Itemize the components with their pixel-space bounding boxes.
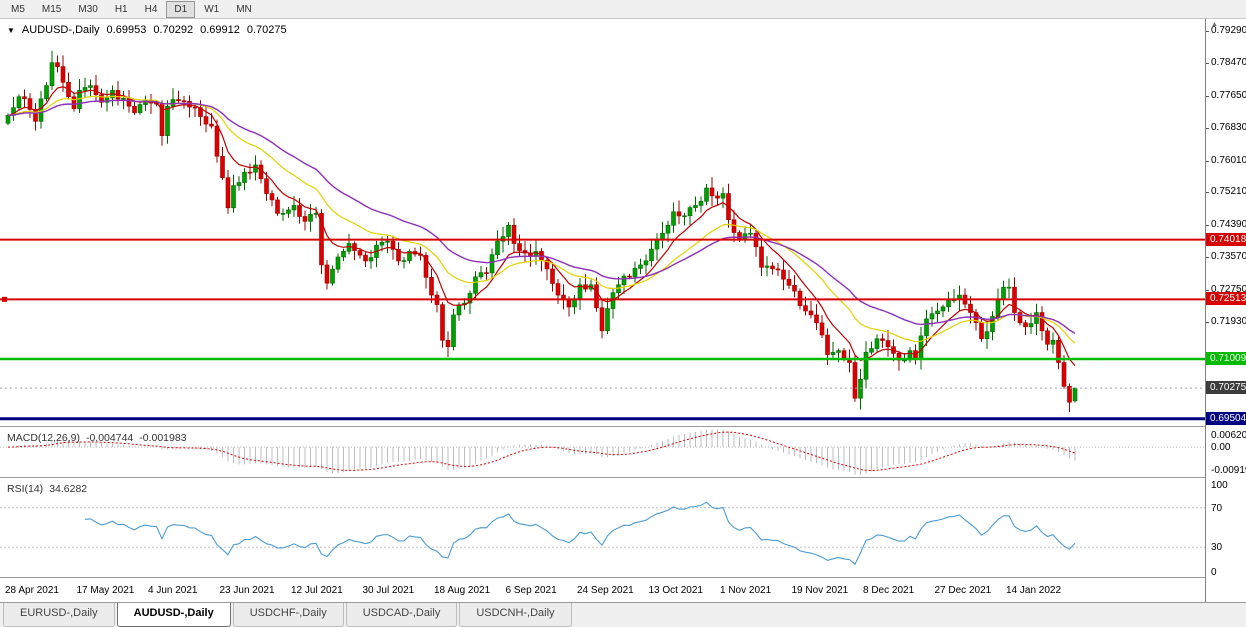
chart-symbol-label: AUDUSD-,Daily [21,24,100,36]
macd-panel-canvas[interactable] [0,427,1205,477]
scale-scroll-up-icon[interactable]: ▲ [1211,21,1218,28]
price-scale-label: 0.77650 [1211,89,1246,101]
time-label: 17 May 2021 [76,585,135,596]
time-label: 28 Apr 2021 [5,585,59,596]
rsi-line [84,501,1076,566]
ohlc-low: 0.69912 [200,24,240,36]
price-scale-tick [1206,128,1209,130]
time-label: 23 Jun 2021 [219,585,275,596]
time-label: 6 Sep 2021 [505,585,557,596]
timeframe-button-m30[interactable]: M30 [70,1,105,18]
timeframe-button-h1[interactable]: H1 [107,1,136,18]
tab-usdchf-daily[interactable]: USDCHF-,Daily [232,603,344,627]
panel-separator[interactable] [0,426,1246,427]
tab-audusd-daily[interactable]: AUDUSD-,Daily [116,603,231,627]
macd-scale-min: -0.0091975 [1211,465,1246,476]
price-scale-label: 0.74390 [1211,218,1246,230]
time-axis[interactable]: 28 Apr 2021 17 May 2021 4 Jun 2021 23 Jun 2… [0,578,1205,602]
price-scale-tick [1206,322,1209,324]
price-scale-tick [1206,257,1209,259]
symbol-tabbar: EURUSD-,Daily AUDUSD-,Daily USDCHF-,Daily U… [0,602,1246,627]
timeframe-button-w1[interactable]: W1 [196,1,227,18]
chart-header: ▼ AUDUSD-,Daily 0.69953 0.70292 0.69912 … [7,24,287,36]
rsi-panel-canvas[interactable] [0,478,1205,577]
price-badge-0.74018: 0.74018 [1206,232,1246,246]
rsi-scale-100: 100 [1211,480,1228,491]
rsi-scale-0: 0 [1211,567,1217,578]
tab-eurusd-daily[interactable]: EURUSD-,Daily [3,603,115,627]
chevron-down-icon[interactable]: ▼ [7,25,15,35]
macd-name: MACD(12,26,9) [7,432,80,444]
price-scale-tick [1206,95,1209,97]
time-label: 8 Dec 2021 [863,585,915,596]
time-label: 18 Aug 2021 [434,585,491,596]
price-badge-0.71009: 0.71009 [1206,351,1246,365]
time-label: 14 Jan 2022 [1006,585,1062,596]
rsi-label: RSI(14) 34.6282 [7,483,87,495]
ohlc-high: 0.70292 [153,24,194,36]
price-badge-0.69504: 0.69504 [1206,411,1246,425]
macd-main-value: -0.004744 [85,432,134,444]
ohlc-close: 0.70275 [246,24,287,36]
time-label: 27 Dec 2021 [934,585,992,596]
price-scale-tick [1206,289,1209,291]
price-badge-0.72513: 0.72513 [1206,292,1246,306]
ma-line-8 [7,86,1076,366]
price-scale-label: 0.75210 [1211,186,1246,198]
macd-signal-line [7,431,1076,472]
price-scale-tick [1206,224,1209,226]
current-price-badge: 0.70275 [1206,381,1246,395]
time-label: 4 Jun 2021 [148,585,198,596]
timeframe-button-m15[interactable]: M15 [34,1,69,18]
macd-scale-max: 0.0062011 [1211,430,1246,441]
price-scale-label: 0.72750 [1211,283,1246,295]
price-scale-label: 0.76010 [1211,154,1246,166]
price-scale-label: 0.76830 [1211,122,1246,134]
timeframe-button-d1[interactable]: D1 [166,0,196,18]
macd-label: MACD(12,26,9) -0.004744 -0.001983 [7,432,187,444]
price-scale-tick [1206,30,1209,32]
price-scale-label: 0.73570 [1211,251,1246,263]
price-scale-label: 0.78470 [1211,57,1246,69]
rsi-name: RSI(14) [7,483,44,495]
time-label: 12 Jul 2021 [291,585,343,596]
ma-line-34 [7,99,1076,335]
time-label: 30 Jul 2021 [362,585,415,596]
price-scale-tick [1206,63,1209,65]
timeframe-button-m5[interactable]: M5 [3,1,33,18]
time-label: 19 Nov 2021 [791,585,849,596]
panel-separator [0,577,1246,578]
price-scale[interactable]: ▲ 0.79290 0.78470 0.77650 0.76830 0.76010 0.7… [1205,19,1246,602]
tab-usdcnh-daily[interactable]: USDCNH-,Daily [459,603,572,627]
ohlc-open: 0.69953 [106,24,147,36]
timeframe-toolbar: M5 M15 M30 H1 H4 D1 W1 MN [0,0,1246,19]
tab-usdcad-daily[interactable]: USDCAD-,Daily [345,603,458,627]
time-label: 24 Sep 2021 [577,585,634,596]
rsi-scale-30: 30 [1211,542,1223,554]
price-scale-tick [1206,160,1209,162]
time-label: 1 Nov 2021 [720,585,772,596]
hline-handle-0.72513[interactable] [2,296,7,302]
rsi-scale-70: 70 [1211,502,1223,514]
price-scale-tick [1206,192,1209,194]
panel-separator[interactable] [0,477,1246,478]
timeframe-button-h4[interactable]: H4 [137,1,166,18]
time-label: 13 Oct 2021 [648,585,703,596]
price-chart-canvas[interactable] [0,19,1205,426]
price-scale-label: 0.71930 [1211,316,1246,328]
macd-signal-value: -0.001983 [139,432,187,444]
price-scale-label: 0.79290 [1211,24,1246,36]
macd-scale-zero: 0.00 [1211,442,1231,454]
rsi-value: 34.6282 [49,483,88,495]
timeframe-button-mn[interactable]: MN [228,1,260,18]
